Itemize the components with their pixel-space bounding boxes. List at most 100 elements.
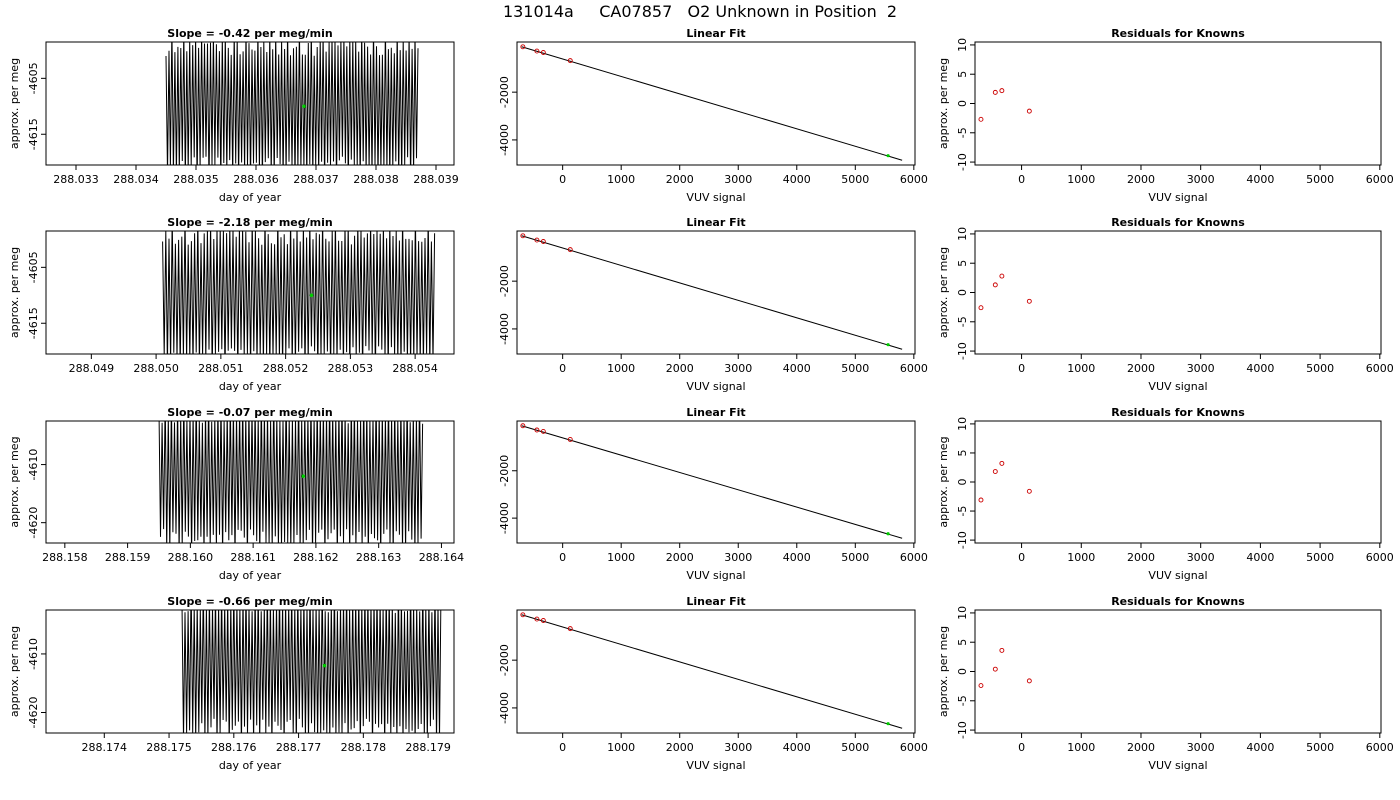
x-tick-label: 3000	[724, 173, 752, 186]
x-tick-label: 2000	[666, 173, 694, 186]
x-tick-label: 3000	[1187, 173, 1215, 186]
y-tick-label: 10	[956, 606, 969, 620]
x-tick-label: 1000	[1067, 362, 1095, 375]
x-axis-label: day of year	[219, 380, 282, 393]
y-tick-label: -10	[956, 721, 969, 739]
fit-line	[521, 614, 903, 729]
x-tick-label: 288.050	[133, 362, 179, 375]
known-point	[520, 233, 526, 239]
y-tick-label: 5	[956, 639, 969, 646]
known-point	[540, 618, 546, 623]
plot-area	[978, 647, 1032, 689]
x-tick-label: 4000	[783, 741, 811, 754]
x-tick-label: 288.163	[356, 551, 402, 564]
x-tick-label: 288.038	[353, 173, 399, 186]
plot-area	[978, 273, 1032, 311]
y-tick-label: -4000	[498, 124, 511, 156]
plot-panel-3-linear-fit: Linear Fit 0 1000 2000 3000 4000 5000 6000 -2000…	[498, 406, 928, 582]
page-title: 131014a CA07857 O2 Unknown in Position 2	[502, 2, 898, 21]
y-tick-label: 0	[956, 479, 969, 486]
residual-point	[978, 305, 984, 311]
known-point	[520, 612, 526, 618]
x-axis-label: VUV signal	[686, 380, 745, 393]
x-tick-label: 1000	[1067, 741, 1095, 754]
y-tick-label: -5	[956, 316, 969, 327]
y-tick-label: -4605	[27, 62, 40, 94]
y-tick-label: 10	[956, 38, 969, 52]
x-axis-label: VUV signal	[1148, 569, 1207, 582]
plot-frame	[45, 609, 455, 734]
x-tick-label: 1000	[607, 362, 635, 375]
x-tick-label: 2000	[1127, 551, 1155, 564]
y-tick-label: -4610	[27, 449, 40, 481]
y-tick-label: -2000	[498, 455, 511, 487]
x-tick-label: 288.162	[293, 551, 339, 564]
x-tick-label: 288.039	[413, 173, 459, 186]
unknown-mean-point	[301, 474, 306, 478]
plot-frame	[974, 230, 1382, 355]
y-axis-label: approx. per meg	[937, 436, 950, 527]
x-tick-label: 288.159	[105, 551, 151, 564]
residual-point	[1026, 488, 1032, 494]
plot-frame	[516, 230, 916, 355]
residual-point	[1026, 678, 1032, 684]
x-tick-label: 4000	[1246, 173, 1274, 186]
plot-frame	[516, 41, 916, 166]
y-axis-label: approx. per meg	[937, 626, 950, 717]
x-tick-label: 2000	[1127, 362, 1155, 375]
y-tick-label: -4615	[27, 118, 40, 150]
x-tick-label: 288.036	[233, 173, 279, 186]
plot-frame	[974, 420, 1382, 544]
x-tick-label: 6000	[1366, 741, 1394, 754]
residual-point	[999, 273, 1005, 279]
y-tick-label: -2000	[498, 76, 511, 108]
x-axis-label: day of year	[219, 191, 282, 204]
x-tick-label: 2000	[1127, 173, 1155, 186]
x-tick-label: 288.054	[392, 362, 438, 375]
known-point	[567, 437, 573, 442]
residual-point	[978, 497, 984, 503]
known-point	[520, 423, 526, 429]
residual-point	[978, 683, 984, 689]
x-axis-label: VUV signal	[686, 191, 745, 204]
x-tick-label: 288.174	[82, 741, 128, 754]
y-tick-label: -4000	[498, 502, 511, 534]
residual-point	[978, 116, 984, 122]
plot-area	[162, 231, 436, 354]
x-tick-label: 288.158	[42, 551, 88, 564]
plot-panel-2-time-series: Slope = -2.18 per meg/min 288.049 288.050 2…	[8, 216, 455, 393]
x-tick-label: 288.161	[230, 551, 276, 564]
known-point	[540, 428, 546, 434]
y-tick-label: -5	[956, 695, 969, 706]
known-point	[567, 626, 573, 632]
plot-title: Residuals for Knowns	[1111, 216, 1245, 229]
plot-frame	[516, 609, 916, 734]
x-tick-label: 1000	[607, 173, 635, 186]
plot-title: Linear Fit	[686, 406, 745, 419]
known-point	[534, 427, 540, 433]
x-tick-label: 288.034	[113, 173, 159, 186]
plot-area	[520, 44, 903, 161]
x-tick-label: 1000	[1067, 173, 1095, 186]
x-tick-label: 3000	[724, 551, 752, 564]
x-tick-label: 288.035	[173, 173, 219, 186]
x-tick-label: 4000	[783, 362, 811, 375]
plot-title: Slope = -0.66 per meg/min	[167, 595, 332, 608]
x-tick-label: 0	[1018, 362, 1025, 375]
plot-area	[158, 421, 424, 543]
plot-panel-4-time-series: Slope = -0.66 per meg/min 288.174 288.175 2…	[8, 595, 455, 772]
x-tick-label: 6000	[1366, 362, 1394, 375]
x-tick-label: 288.049	[69, 362, 115, 375]
plot-area	[520, 612, 903, 729]
time-series-line	[181, 610, 442, 733]
y-tick-label: 5	[956, 260, 969, 267]
x-axis-label: VUV signal	[1148, 191, 1207, 204]
y-tick-label: 0	[956, 668, 969, 675]
x-tick-label: 3000	[724, 362, 752, 375]
x-tick-label: 0	[559, 362, 566, 375]
x-tick-label: 288.179	[405, 741, 451, 754]
y-tick-label: -4620	[27, 697, 40, 729]
x-tick-label: 288.053	[328, 362, 374, 375]
plot-title: Slope = -2.18 per meg/min	[167, 216, 332, 229]
